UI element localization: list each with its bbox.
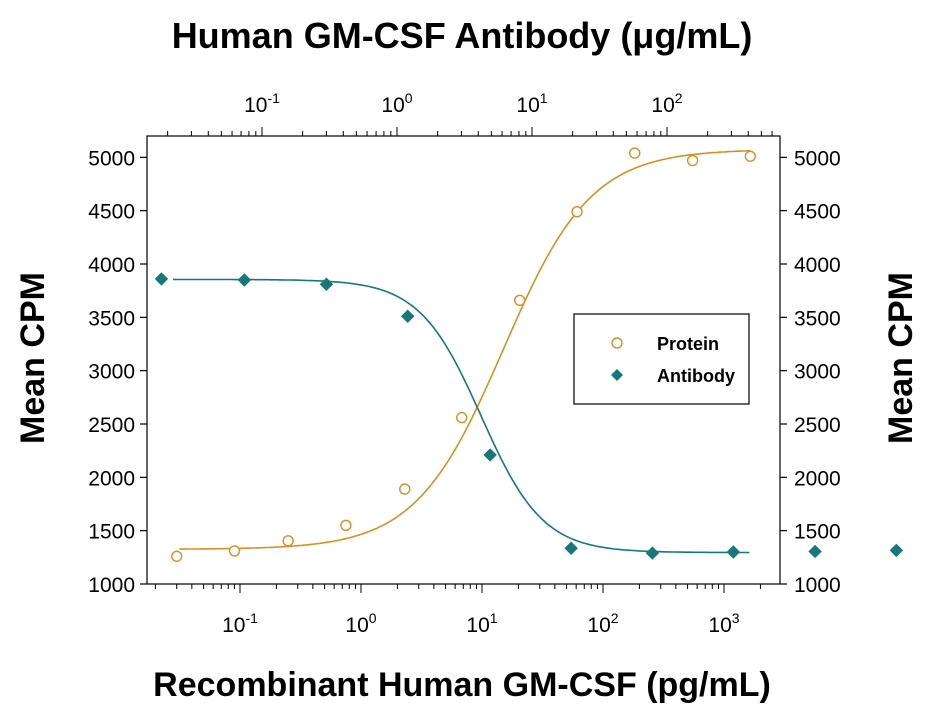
x-top-tick-label: 101 [516,90,547,117]
legend-box [573,313,750,405]
antibody-point [564,541,578,555]
x-bottom-tick-label: 102 [587,610,618,637]
y-tick-label-left: 4500 [88,201,135,224]
antibody-point [400,309,415,323]
x-bottom-tick-exponent: 0 [369,610,377,626]
antibody-point [154,272,169,286]
x-top-tick-label: 102 [651,90,682,117]
x-bottom-tick-label: 101 [466,610,497,637]
y-tick-label-left: 4000 [88,254,135,277]
protein-point [456,411,468,424]
x-bottom-tick-exponent: 1 [490,610,498,626]
x-top-tick-base: 10 [244,94,267,117]
protein-point [340,519,352,532]
x-top-tick-exponent: 2 [675,90,683,106]
y-tick-label-left: 1500 [88,521,135,544]
y-tick-label-left: 2500 [88,414,135,437]
legend-antibody-marker [611,369,623,381]
x-bottom-tick-label: 103 [708,610,739,637]
y-tick-label-right: 4500 [794,201,841,224]
protein-point [514,294,526,306]
protein-point [571,206,583,218]
x-top-tick-base: 10 [381,94,404,117]
y-tick-label-right: 2500 [794,414,841,437]
antibody-point [483,448,497,462]
x-top-tick-base: 10 [516,94,539,117]
x-top-tick-exponent: 1 [540,90,548,106]
y-tick-label-right: 3000 [794,361,841,384]
x-bottom-tick-base: 10 [345,614,368,637]
protein-point [399,483,411,495]
legend: Protein Antibody [573,313,750,405]
antibody-point [319,277,334,291]
protein-point [744,150,757,162]
y-tick-label-right: 1000 [794,574,841,597]
y-tick-label-left: 2000 [88,467,135,490]
x-bottom-tick-exponent: 3 [732,610,740,626]
protein-point [686,154,699,167]
x-axis-title: Recombinant Human GM-CSF (pg/mL) [153,666,771,704]
protein-fit-curve [179,149,751,550]
x-bottom-tick-base: 10 [708,614,731,637]
antibody-point [645,546,660,560]
antibody-point [726,545,741,559]
x-bottom-tick-base: 10 [587,614,610,637]
x-bottom-tick-label: 100 [345,610,376,637]
x-bottom-tick-base: 10 [222,614,245,637]
protein-point [171,550,183,562]
antibody-point [889,543,904,558]
protein-point [282,535,294,547]
x-top-tick-exponent: 0 [405,90,413,106]
y-tick-label-left: 3500 [88,307,135,330]
x-top-tick-label: 10-1 [244,90,280,117]
y-tick-label-right: 2000 [794,467,841,490]
data-points-group [154,147,904,562]
x-top-tick-label: 100 [381,90,412,117]
y-tick-label-right: 1500 [794,521,841,544]
x-bottom-tick-exponent: 2 [611,610,619,626]
antibody-point [237,273,252,287]
y-tick-label-left: 3000 [88,361,135,384]
legend-protein-marker [611,337,623,349]
antibody-point [808,544,822,559]
x-top-tick-base: 10 [651,94,674,117]
legend-antibody-label: Antibody [657,366,735,386]
protein-point [228,545,241,557]
y-axis-title-left: Mean CPM [14,272,52,444]
y-tick-label-right: 3500 [794,307,841,330]
y-tick-label-right: 5000 [794,147,841,170]
chart-title: Human GM-CSF Antibody (μg/mL) [172,15,753,56]
x-bottom-tick-base: 10 [466,614,489,637]
protein-point [629,147,641,159]
x-bottom-tick-exponent: -1 [245,610,258,626]
y-tick-label-right: 4000 [794,254,841,277]
x-top-tick-exponent: -1 [267,90,280,106]
y-tick-label-left: 1000 [88,574,135,597]
x-bottom-tick-label: 10-1 [222,610,258,637]
y-tick-label-left: 5000 [88,147,135,170]
legend-protein-label: Protein [657,334,719,354]
y-axis-title-right: Mean CPM [882,272,920,444]
